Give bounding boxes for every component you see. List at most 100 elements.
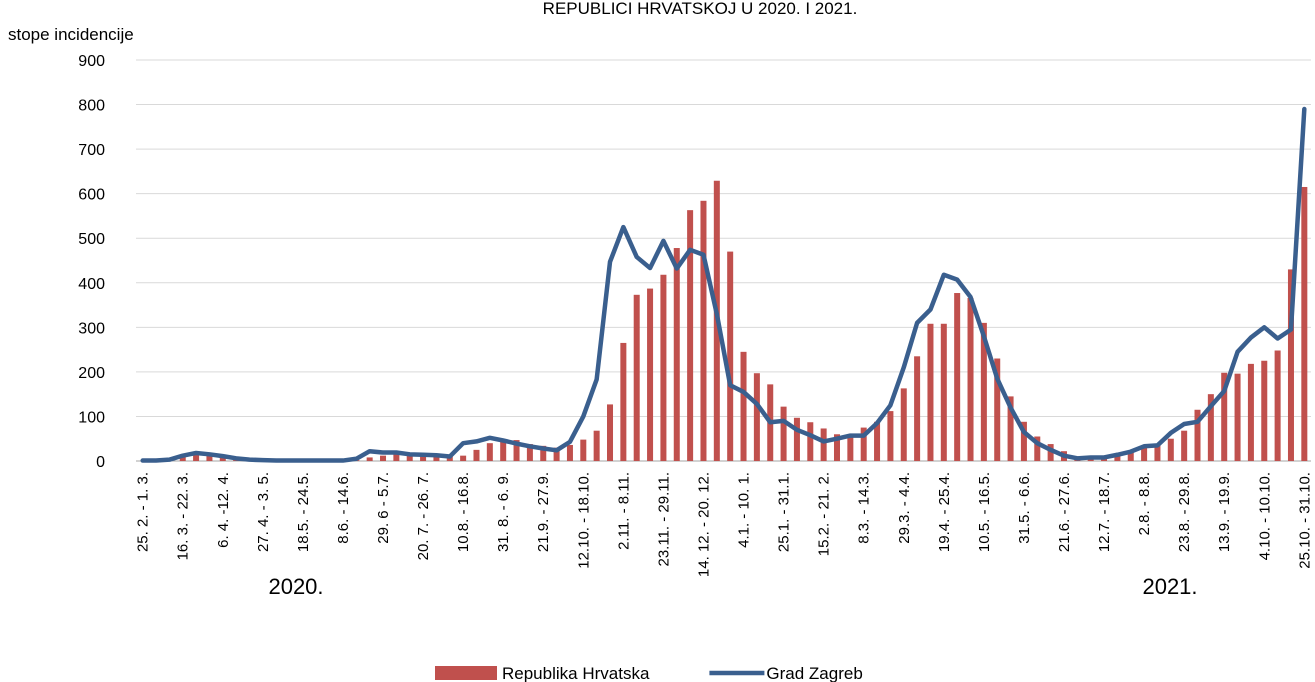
bar (874, 421, 881, 461)
bar (179, 456, 186, 461)
bar (1274, 350, 1281, 461)
bar (753, 373, 760, 461)
x-tick-label: 6. 4. -12. 4. (215, 472, 232, 548)
x-tick-label: 23.8. - 29.8. (1176, 472, 1193, 552)
bar (526, 444, 533, 461)
y-tick-label: 500 (78, 231, 105, 248)
bar (687, 210, 694, 461)
y-tick-label: 700 (78, 142, 105, 159)
bar (1261, 360, 1268, 461)
bar (954, 293, 961, 461)
x-tick-label: 25.10. - 31.10. (1296, 472, 1313, 569)
bar (727, 251, 734, 461)
y-tick-label: 900 (78, 53, 105, 70)
bar (940, 323, 947, 461)
bar (540, 445, 547, 461)
bar (1194, 409, 1201, 461)
bar (393, 454, 400, 461)
chart-title: REPUBLICI HRVATSKOJ U 2020. I 2021. (543, 0, 858, 18)
x-tick-label: 19.4. - 25.4. (936, 472, 953, 552)
bar (860, 427, 867, 461)
x-tick-label: 25. 2. - 1. 3. (135, 472, 152, 552)
bar (473, 449, 480, 461)
x-tick-label: 31.5. - 6.6. (1016, 472, 1033, 544)
bar (620, 342, 627, 461)
bar (607, 404, 614, 461)
bar (833, 434, 840, 461)
bar (1247, 363, 1254, 461)
x-tick-label: 4.10. - 10.10. (1256, 472, 1273, 560)
y-tick-label: 100 (78, 409, 105, 426)
x-tick-label: 29.3. - 4.4. (896, 472, 913, 544)
bar (366, 457, 373, 461)
bar (1034, 436, 1041, 461)
bar (1007, 396, 1014, 461)
bar (660, 274, 667, 461)
bar (566, 444, 573, 461)
bar (1141, 447, 1148, 461)
x-tick-label: 16. 3. - 22. 3. (175, 472, 192, 560)
bar (740, 351, 747, 461)
bar (1127, 451, 1134, 461)
year-annotation: 2021. (1142, 574, 1197, 599)
x-tick-label: 4.1. - 10. 1. (736, 472, 753, 548)
legend-label: Republika Hrvatska (502, 664, 650, 682)
bar (700, 200, 707, 461)
x-tick-label: 20. 7. - 26. 7. (415, 472, 432, 560)
bar (433, 456, 440, 461)
x-tick-label: 10.5. - 16.5. (976, 472, 993, 552)
y-tick-label: 800 (78, 98, 105, 115)
bar (900, 388, 907, 461)
x-tick-label: 21.6. - 27.6. (1056, 472, 1073, 552)
y-tick-label: 300 (78, 320, 105, 337)
bar (206, 455, 213, 461)
bar (193, 454, 200, 461)
bar (380, 455, 387, 461)
bar (500, 439, 507, 461)
bar (633, 294, 640, 461)
bar (1047, 444, 1054, 461)
x-tick-label: 13.9. - 19.9. (1216, 472, 1233, 552)
bar (219, 456, 226, 461)
x-tick-label: 14. 12. - 20. 12. (695, 472, 712, 577)
year-annotation: 2020. (268, 574, 323, 599)
bar (460, 455, 467, 461)
bar (1234, 373, 1241, 461)
x-tick-label: 12.7. - 18.7. (1096, 472, 1113, 552)
bar (1207, 394, 1214, 461)
bar (580, 439, 587, 461)
x-tick-label: 8.6. - 14.6. (335, 472, 352, 544)
y-tick-label: 400 (78, 276, 105, 293)
x-tick-label: 10.8. - 16.8. (455, 472, 472, 552)
bar (553, 447, 560, 461)
bar (513, 440, 520, 461)
bar (914, 356, 921, 461)
x-tick-label: 8.3. - 14.3. (856, 472, 873, 544)
x-tick-label: 2.8. - 8.8. (1136, 472, 1153, 535)
bar (647, 288, 654, 461)
bar (927, 323, 934, 461)
x-tick-label: 27. 4. - 3. 5. (255, 472, 272, 552)
bar (1181, 430, 1188, 461)
bar (1154, 445, 1161, 461)
bar (486, 443, 493, 461)
bar (673, 248, 680, 461)
line (140, 106, 1307, 463)
x-tick-label: 31. 8. - 6. 9. (495, 472, 512, 552)
bar (1020, 421, 1027, 461)
bar (847, 435, 854, 461)
bar (1167, 438, 1174, 461)
bar (1114, 454, 1121, 461)
x-tick-label: 12.10. - 18.10. (575, 472, 592, 569)
x-tick-label: 15.2. - 21. 2. (816, 472, 833, 556)
bar (420, 454, 427, 461)
bar (593, 430, 600, 461)
x-tick-label: 29. 6 - 5.7. (375, 472, 392, 544)
bar (807, 422, 814, 461)
y-tick-label: 600 (78, 187, 105, 204)
bar (980, 322, 987, 461)
x-tick-label: 23.11. - 29.11. (655, 472, 672, 567)
x-tick-label: 18.5. - 24.5. (295, 472, 312, 552)
